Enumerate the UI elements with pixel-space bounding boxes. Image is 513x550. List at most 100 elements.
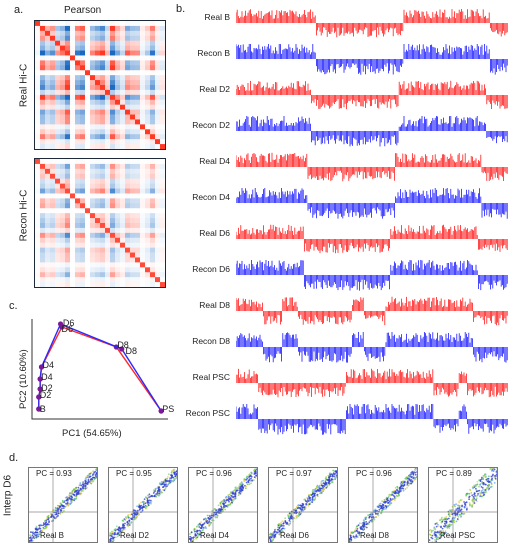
heatmap-cell [55,252,61,258]
heatmap-cell [45,55,51,61]
scatter-point [253,469,255,472]
heatmap-cell [105,188,111,194]
heatmap-cell [80,252,86,258]
heatmap-cell [125,50,131,56]
heatmap-cell [75,89,81,96]
heatmap-cell [105,203,111,209]
heatmap-cell [50,159,56,165]
scatter-point [446,526,449,529]
heatmap-cell [40,65,46,71]
scatter-point [433,526,436,529]
heatmap-cell [45,267,51,273]
scatter-point [456,513,459,516]
track-signal [236,188,508,219]
scatter-point [299,507,301,510]
heatmap-cell [80,70,86,76]
heatmap-cell [135,267,141,273]
heatmap-cell [55,94,61,101]
heatmap-cell [75,232,81,239]
heatmap-cell [65,65,71,71]
heatmap-cell [35,277,41,283]
heatmap-cell [110,208,116,214]
scatter-point [358,534,361,537]
scatter-point [307,503,309,506]
scatter-point [53,509,55,511]
heatmap-cell [45,213,51,219]
heatmap-cell [105,218,111,224]
track-label: Real D6 [199,228,230,238]
heatmap-cell [110,203,116,209]
heatmap-cell [125,85,131,91]
heatmap-cell [80,257,86,263]
heatmap-cell [45,277,51,283]
scatter-point [443,522,446,525]
scatter-point [121,531,123,534]
heatmap-cell [40,282,46,287]
heatmap-cell [70,272,76,278]
heatmap-cell [40,173,46,179]
scatter-point [362,522,365,524]
heatmap-cell [40,178,46,184]
heatmap-cell [65,218,71,224]
heatmap-cell [100,168,106,175]
heatmap-cell [70,198,76,204]
heatmap-cell [35,173,41,179]
heatmap-cell [70,124,76,130]
scatter-point [59,505,61,508]
panel-label-d: d. [9,452,19,464]
heatmap-cell [120,119,126,125]
heatmap-cell [50,247,56,253]
heatmap-cell [130,124,136,130]
scatter-point [328,480,331,483]
scatter-point [295,505,298,508]
heatmap-cell [155,134,161,140]
scatter-point [228,497,231,500]
heatmap-cell [105,134,111,140]
heatmap-cell [150,178,156,184]
scatter-svg [268,465,340,547]
scatter-point [435,525,438,528]
heatmap-cell [80,40,86,46]
heatmap-cell [140,223,146,229]
heatmap-cell [115,242,121,248]
scatter-point [70,498,72,501]
heatmap-cell [75,213,81,219]
heatmap-cell [120,227,126,234]
heatmap-cell [115,25,121,32]
scatter-point [243,480,246,483]
scatter-point [68,494,71,496]
scatter-point [206,514,209,517]
heatmap-cell [110,65,116,71]
heatmap-cell [40,40,46,46]
heatmap-cell [95,104,101,110]
heatmap-cell [35,178,41,184]
heatmap-cell [40,139,46,145]
scatter-point [328,475,331,478]
scatter-point [190,531,193,534]
scatter-point [488,484,490,487]
heatmap-cell [150,282,156,287]
heatmap-cell [65,159,71,165]
scatter-point [468,488,471,491]
heatmap-cell [70,232,76,239]
heatmap-cell [110,188,116,194]
scatter-point [79,487,82,490]
heatmap-cell [45,85,51,91]
heatmap-cell [95,262,101,268]
heatmap-cell [95,75,101,81]
scatter-point [130,522,133,524]
heatmap-cell [85,178,91,184]
heatmap-cell [110,282,116,287]
heatmap-cell [65,183,71,189]
heatmap-cell [90,247,96,253]
heatmap-cell [145,114,151,120]
heatmap-cell [125,25,131,32]
scatter-point [164,479,167,481]
heatmap-cell [55,227,61,234]
scatter-point [190,539,192,542]
scatter-point [71,492,74,494]
heatmap-cell [95,227,101,234]
heatmap-cell [110,80,116,86]
heatmap-cell [70,223,76,229]
scatter-point [75,495,78,498]
